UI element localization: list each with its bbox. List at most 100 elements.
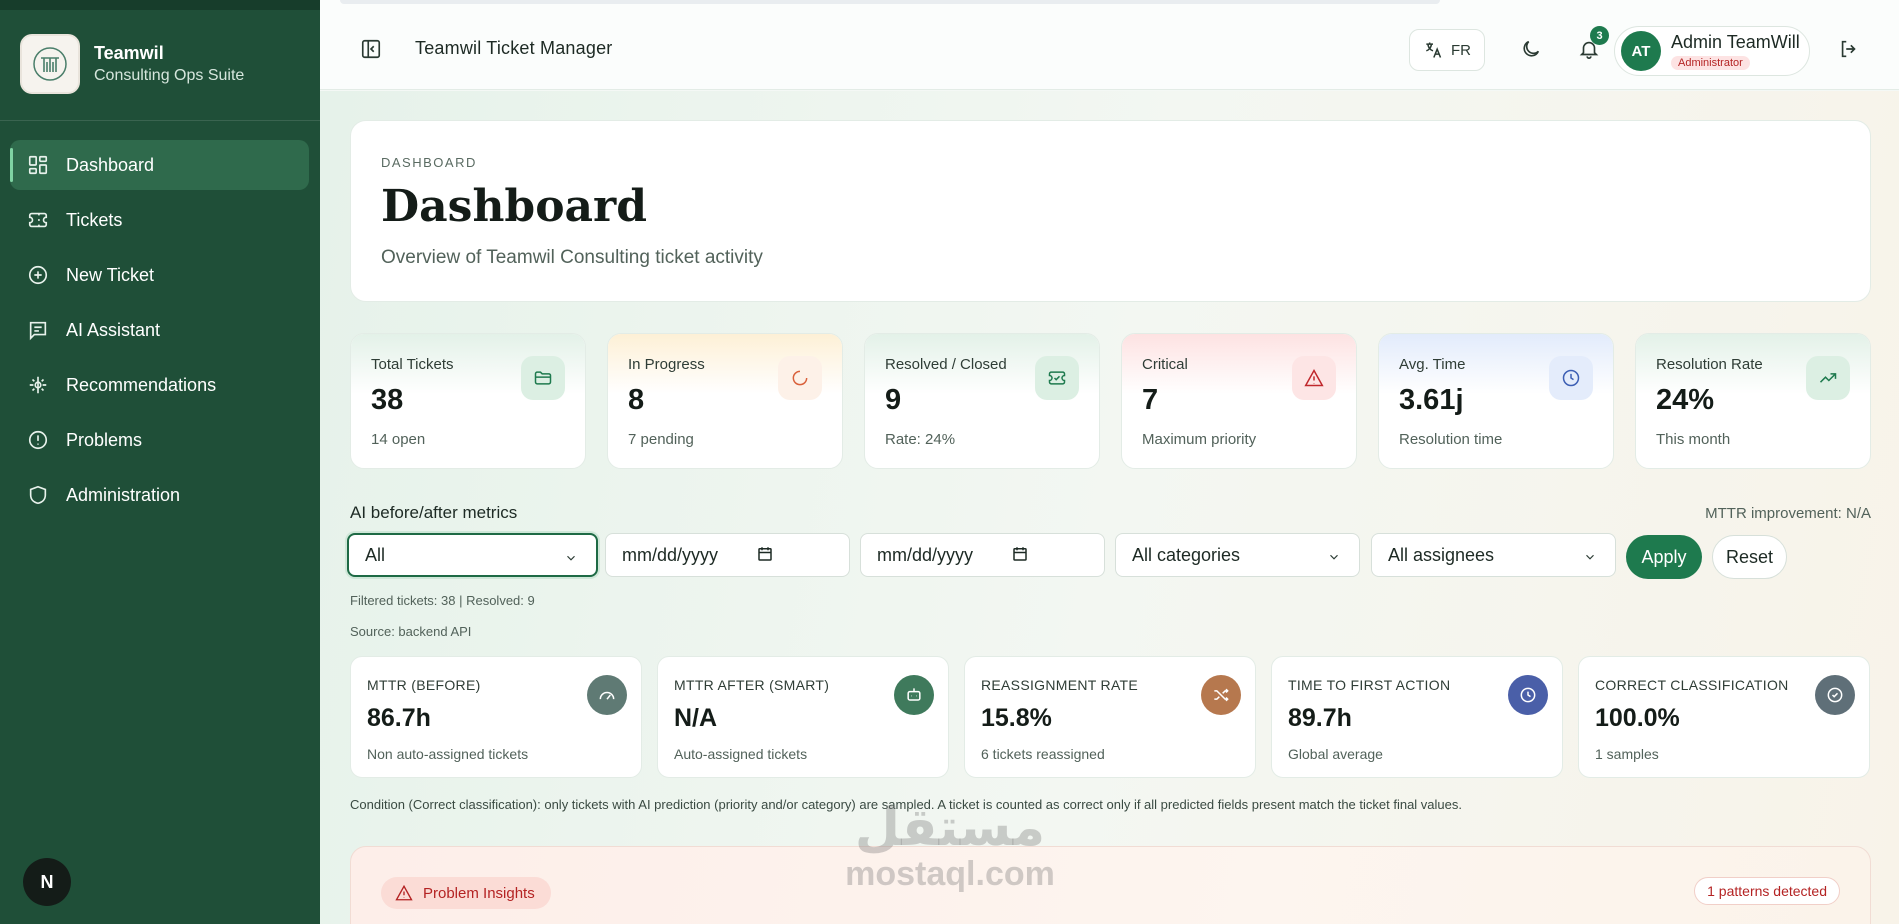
robot-icon — [894, 675, 934, 715]
mttr-improvement: MTTR improvement: N/A — [1705, 505, 1871, 522]
sidebar-item-dashboard[interactable]: Dashboard — [10, 140, 309, 190]
stat-card-resolution-rate: Resolution Rate 24% This month — [1635, 333, 1871, 469]
data-source: Source: backend API — [350, 624, 472, 639]
ai-card-value: 86.7h — [367, 704, 431, 732]
stat-sub: 7 pending — [628, 431, 694, 448]
stat-value: 38 — [371, 384, 404, 416]
ai-card-label: CORRECT CLASSIFICATION — [1595, 677, 1789, 693]
ai-card-sub: 1 samples — [1595, 746, 1659, 762]
ai-card-label: MTTR AFTER (SMART) — [674, 677, 830, 693]
sidebar-item-label: Administration — [66, 484, 181, 505]
browser-top-strip — [340, 0, 1440, 4]
ai-card-value: N/A — [674, 704, 718, 732]
logout-icon — [1841, 40, 1856, 58]
sidebar-collapse-icon — [361, 39, 381, 59]
sidebar-item-label: Problems — [66, 429, 143, 450]
stat-value: 24% — [1656, 384, 1715, 416]
shuffle-icon — [1201, 675, 1241, 715]
sidebar-item-label: New Ticket — [66, 264, 155, 285]
recommendations-icon — [26, 373, 50, 397]
date-from-input[interactable]: mm/dd/yyyy — [605, 533, 850, 577]
framework-avatar[interactable]: N — [23, 858, 71, 906]
category-select[interactable]: All categories — [1115, 533, 1360, 577]
problem-insights-card: Problem Insights 1 patterns detected — [350, 846, 1871, 924]
ai-card-sub: 6 tickets reassigned — [981, 746, 1105, 762]
assignee-select-value: All assignees — [1388, 544, 1495, 565]
ai-card-value: 15.8% — [981, 704, 1052, 732]
stat-sub: 14 open — [371, 431, 426, 448]
calendar-icon[interactable] — [756, 545, 774, 563]
chevron-down-icon — [1327, 548, 1341, 562]
reset-button[interactable]: Reset — [1712, 535, 1787, 579]
problem-insights-badge[interactable]: Problem Insights — [381, 877, 551, 909]
brand[interactable]: Teamwil Consulting Ops Suite — [20, 34, 244, 94]
notifications-button[interactable]: 3 — [1576, 26, 1609, 62]
brand-subtitle: Consulting Ops Suite — [94, 67, 245, 84]
sidebar-toggle-button[interactable] — [360, 38, 382, 60]
ai-card-time-to-first-action: TIME TO FIRST ACTION 89.7h Global averag… — [1271, 656, 1563, 778]
calendar-icon[interactable] — [1011, 545, 1029, 563]
stat-card-resolved-closed: Resolved / Closed 9 Rate: 24% — [864, 333, 1100, 469]
warning-triangle-icon — [1292, 356, 1336, 400]
avatar: AT — [1621, 31, 1661, 71]
topbar: Teamwil Ticket Manager FR 3 AT Admin Tea… — [320, 0, 1899, 90]
stat-value: 8 — [628, 384, 645, 416]
logout-button[interactable] — [1838, 38, 1860, 60]
sidebar-nav: Dashboard Tickets New Ticket AI Assistan… — [10, 140, 309, 525]
chevron-down-icon — [564, 549, 578, 563]
sidebar-item-label: Recommendations — [66, 374, 217, 395]
stat-label: Total Tickets — [371, 356, 454, 373]
sidebar-item-administration[interactable]: Administration — [10, 470, 309, 520]
filtered-summary: Filtered tickets: 38 | Resolved: 9 — [350, 593, 535, 608]
breadcrumb: DASHBOARD — [381, 155, 477, 170]
brand-logo — [20, 34, 80, 94]
language-switch-button[interactable]: FR — [1409, 29, 1485, 71]
user-menu[interactable]: AT Admin TeamWill Administrator — [1614, 26, 1810, 76]
category-select-value: All categories — [1132, 544, 1241, 565]
shield-icon — [26, 483, 50, 507]
alert-circle-icon — [26, 428, 50, 452]
stat-card-total-tickets: Total Tickets 38 14 open — [350, 333, 586, 469]
scope-select[interactable]: All — [347, 533, 598, 577]
ticket-check-icon — [1035, 356, 1079, 400]
stat-sub: This month — [1656, 431, 1731, 448]
assignee-select[interactable]: All assignees — [1371, 533, 1616, 577]
sidebar-item-recommendations[interactable]: Recommendations — [10, 360, 309, 410]
translate-icon — [1426, 42, 1442, 58]
stat-sub: Rate: 24% — [885, 431, 956, 448]
sidebar-item-problems[interactable]: Problems — [10, 415, 309, 465]
sidebar-item-label: Tickets — [66, 209, 123, 230]
trending-up-icon — [1806, 356, 1850, 400]
sidebar-item-ai-assistant[interactable]: AI Assistant — [10, 305, 309, 355]
stat-label: In Progress — [628, 356, 705, 373]
stat-label: Avg. Time — [1399, 356, 1466, 373]
ai-metrics-title: AI before/after metrics — [350, 503, 518, 522]
watermark-arabic: مستقل — [854, 798, 1046, 858]
scope-select-value: All — [365, 544, 386, 565]
ai-card-label: TIME TO FIRST ACTION — [1288, 677, 1451, 693]
ai-card-correct-classification: CORRECT CLASSIFICATION 100.0% 1 samples — [1578, 656, 1870, 778]
ai-card-label: MTTR (BEFORE) — [367, 677, 481, 693]
apply-button[interactable]: Apply — [1626, 535, 1702, 579]
ai-card-sub: Global average — [1288, 746, 1383, 762]
ai-card-value: 89.7h — [1288, 704, 1352, 732]
warning-triangle-icon — [395, 884, 413, 901]
classification-condition-note: Condition (Correct classification): only… — [350, 797, 1463, 812]
ai-card-mttr-after: MTTR AFTER (SMART) N/A Auto-assigned tic… — [657, 656, 949, 778]
check-circle-icon — [1815, 675, 1855, 715]
stat-label: Resolution Rate — [1656, 356, 1763, 373]
clock-icon — [1549, 356, 1593, 400]
stat-value: 9 — [885, 384, 902, 416]
date-to-input[interactable]: mm/dd/yyyy — [860, 533, 1105, 577]
theme-toggle-button[interactable] — [1518, 36, 1544, 62]
sidebar-item-new-ticket[interactable]: New Ticket — [10, 250, 309, 300]
folder-icon — [521, 356, 565, 400]
clock-icon — [1508, 675, 1548, 715]
stat-card-critical: Critical 7 Maximum priority — [1121, 333, 1357, 469]
watermark-latin: mostaql.com — [845, 855, 1055, 893]
ai-card-label: REASSIGNMENT RATE — [981, 677, 1139, 693]
ai-card-value: 100.0% — [1595, 704, 1680, 732]
sidebar-item-tickets[interactable]: Tickets — [10, 195, 309, 245]
user-role-badge: Administrator — [1671, 55, 1750, 70]
page-title: Dashboard — [381, 181, 647, 232]
